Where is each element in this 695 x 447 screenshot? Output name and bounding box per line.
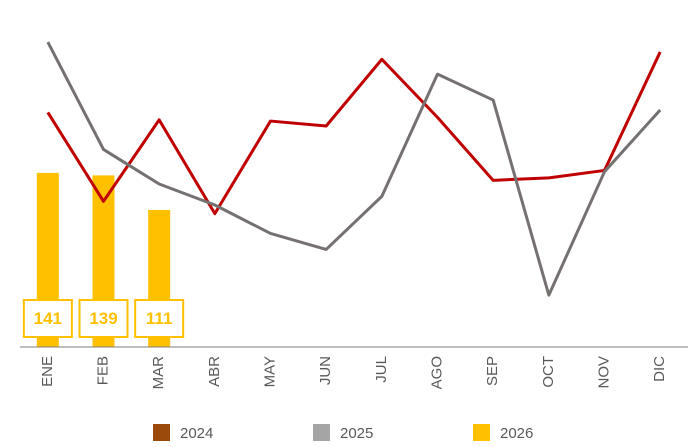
x-tick-label: MAY — [261, 356, 278, 387]
legend-label: 2024 — [180, 425, 213, 442]
x-tick-label: AGO — [428, 356, 445, 389]
x-tick-label: ENE — [39, 356, 56, 387]
legend-swatch — [313, 424, 330, 441]
legend-swatch — [153, 424, 170, 441]
x-tick-label: JUN — [317, 356, 334, 385]
legend-swatch — [473, 424, 490, 441]
line-series — [46, 51, 662, 216]
x-tick-label: JUL — [373, 356, 390, 383]
x-tick-label: OCT — [540, 356, 557, 388]
data-label-box — [134, 299, 185, 338]
data-label-box — [78, 299, 129, 338]
x-tick-label: DIC — [651, 356, 668, 382]
legend-label: 2025 — [340, 425, 373, 442]
line-series — [46, 41, 662, 297]
x-tick-label: SEP — [484, 356, 501, 386]
data-label: 139 — [89, 309, 117, 328]
x-tick-label: FEB — [94, 356, 111, 385]
data-label: 111 — [146, 309, 173, 328]
data-label-box — [22, 299, 73, 338]
data-label: 141 — [34, 309, 62, 328]
x-tick-label: NOV — [595, 356, 612, 389]
legend-label: 2026 — [500, 425, 533, 442]
x-tick-label: ABR — [206, 356, 223, 387]
x-tick-label: MAR — [150, 356, 167, 390]
